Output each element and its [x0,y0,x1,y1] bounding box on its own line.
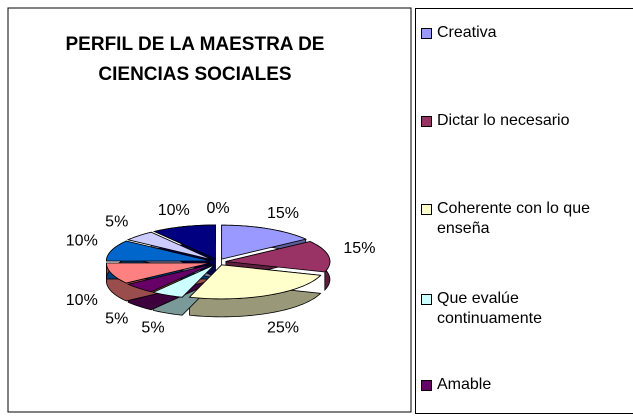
legend-item: Que evalúe continuamente [421,289,617,329]
data-label: 5% [105,214,128,231]
chart-area [7,7,412,413]
pie-slice [225,241,331,273]
legend-swatch [421,116,432,127]
legend-item: Creativa [421,23,617,43]
pie-slice [105,240,211,262]
legend-label: Coherente con lo que enseña [437,200,590,237]
data-label: 25% [267,319,299,336]
pie-slice [151,264,215,298]
data-label: 0% [206,200,229,217]
legend-label: Que evalúe continuamente [437,290,542,327]
legend-label: Dictar lo necesario [437,112,570,129]
pie-slice [126,231,213,261]
pie-slice [221,224,308,260]
legend-item: Dictar lo necesario [421,111,617,131]
pie-slice [188,264,322,300]
data-label: 10% [66,292,98,309]
chart-title: PERFIL DE LA MAESTRA DE CIENCIAS SOCIALE… [65,34,325,85]
legend-swatch [421,204,432,215]
legend-label: Creativa [437,24,497,41]
data-label: 15% [267,205,299,222]
legend: Creativa Dictar lo necesario Coherente con… [415,8,633,414]
pie-slice [126,263,213,293]
legend-swatch [421,28,432,39]
legend-label: Amable [437,376,492,393]
data-label: 5% [105,311,128,328]
data-label: 15% [343,240,375,257]
data-label: 5% [141,319,164,336]
data-label: 10% [66,233,98,250]
legend-item: Coherente con lo que enseña [421,199,617,239]
pie-slice [105,262,211,284]
legend-swatch [421,294,432,305]
pie-tops [105,224,331,300]
legend-swatch [421,380,432,391]
legend-item: Amable [421,375,617,395]
pie-slice [153,224,216,260]
data-label: 10% [158,202,190,219]
